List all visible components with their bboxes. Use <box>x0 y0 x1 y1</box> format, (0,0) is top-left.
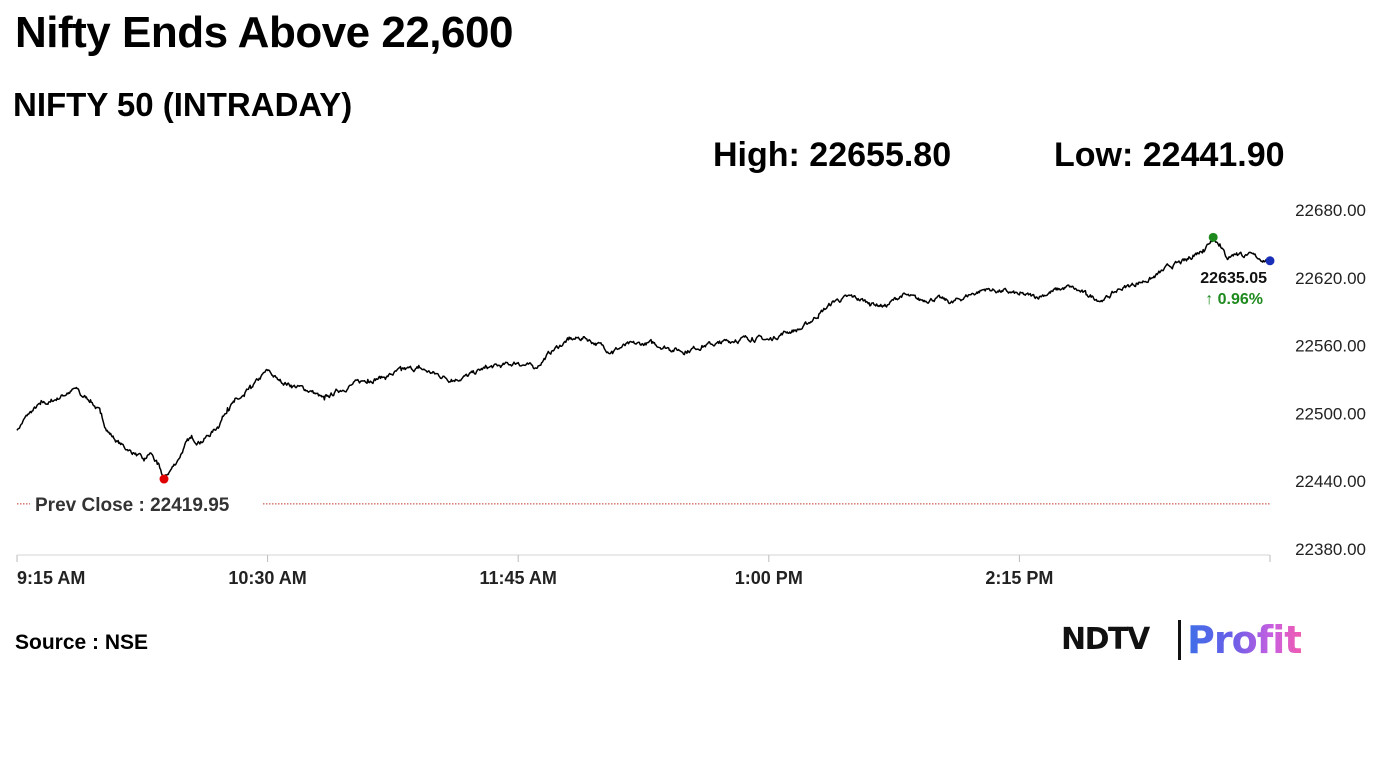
low-value: Low: 22441.90 <box>1054 136 1285 174</box>
x-tick-label: 10:30 AM <box>228 568 306 588</box>
source-note: Source : NSE <box>15 631 149 654</box>
intraday-line-chart: 22680.00 22620.00 22560.00 22500.00 22440.00… <box>16 201 1366 588</box>
y-tick-label: 22500.00 <box>1295 404 1366 423</box>
y-tick-label: 22380.00 <box>1295 540 1366 559</box>
y-tick-label: 22560.00 <box>1295 337 1366 356</box>
prev-close-label-bg <box>30 491 262 516</box>
change-percent-label: ↑ 0.96% <box>1205 291 1263 308</box>
x-tick-label: 11:45 AM <box>480 568 557 588</box>
x-tick-label: 9:15 AM <box>17 568 85 588</box>
logo-ndtv-text: NDTV <box>1061 622 1150 657</box>
prev-close-label: Prev Close : 22419.95 <box>35 495 230 516</box>
y-tick-label: 22680.00 <box>1295 201 1366 220</box>
x-tick-label: 2:15 PM <box>985 568 1053 588</box>
x-tick-label: 1:00 PM <box>735 568 803 588</box>
headline: Nifty Ends Above 22,600 <box>15 8 513 57</box>
last-value-label: 22635.05 <box>1200 270 1267 287</box>
day-high-marker <box>1208 232 1218 242</box>
chart-subtitle: NIFTY 50 (INTRADAY) <box>13 86 353 123</box>
day-low-marker <box>159 474 169 484</box>
nifty-price-line <box>16 236 1271 480</box>
high-value: High: 22655.80 <box>713 136 952 174</box>
y-tick-label: 22440.00 <box>1295 472 1366 491</box>
logo-profit-text: Profit <box>1187 618 1302 662</box>
y-tick-label: 22620.00 <box>1295 269 1366 288</box>
logo-divider <box>1178 620 1181 660</box>
last-price-marker <box>1265 256 1275 266</box>
